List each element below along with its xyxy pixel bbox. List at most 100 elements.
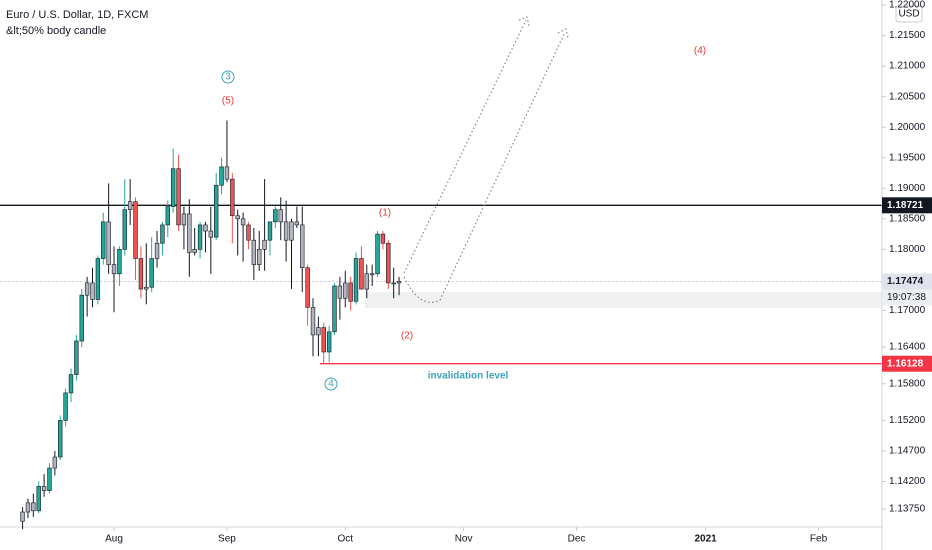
candle-body [187, 213, 192, 253]
annotation: (5) [222, 96, 234, 107]
y-tick-label: 1.20500 [889, 91, 926, 102]
candle-body [396, 281, 402, 284]
candle-body [391, 282, 396, 285]
candle-body [101, 221, 106, 259]
candle-body [273, 209, 278, 223]
y-tick-label: 1.17000 [889, 305, 926, 316]
candle-body [36, 486, 41, 512]
candle-body [181, 213, 187, 226]
candle-body [353, 258, 359, 302]
candle-body [359, 258, 364, 290]
candle-body [235, 215, 240, 220]
wave-circle [221, 70, 235, 84]
y-tick-label: 1.21000 [889, 61, 926, 72]
annotation: 4 [328, 379, 334, 390]
annotation: (2) [401, 331, 413, 342]
x-tick-label: 2021 [694, 534, 717, 545]
candle-body [197, 224, 203, 250]
candle-body [95, 258, 101, 300]
annotation: invalidation level [428, 371, 509, 382]
annotation: (4) [694, 46, 706, 57]
candle-body [267, 221, 273, 241]
candle-body [31, 502, 36, 512]
candle-body [337, 285, 343, 299]
title: Euro / U.S. Dollar, 1D, FXCM [6, 9, 148, 21]
candle-body [111, 264, 117, 275]
candle-body [20, 511, 25, 522]
candle-body [321, 327, 326, 353]
candle-body [251, 239, 257, 265]
candle-body [375, 233, 380, 275]
y-tick-label: 1.19000 [889, 183, 926, 194]
candle-body [47, 467, 52, 491]
candle-body [283, 221, 289, 241]
price-label-box [882, 273, 932, 290]
candle-body [214, 184, 219, 238]
x-tick-label: Oct [337, 534, 353, 545]
candle-body [364, 273, 369, 290]
candle-body [133, 201, 138, 259]
candle-body [144, 286, 149, 290]
candle-body [74, 340, 79, 375]
candle-body [58, 420, 63, 458]
subtitle: &lt;50% body candle [6, 25, 106, 37]
currency-box [895, 5, 923, 23]
y-tick-label: 1.15200 [889, 415, 926, 426]
x-tick-label: Dec [568, 534, 586, 545]
candle-body [316, 327, 321, 336]
candle-body [117, 249, 122, 275]
y-tick-label: 1.19500 [889, 152, 926, 163]
candle-body [122, 209, 127, 250]
x-tick-label: Feb [810, 534, 828, 545]
y-tick-label: 1.20000 [889, 122, 926, 133]
candle-body [79, 294, 84, 342]
candle-body [127, 201, 133, 210]
candle-body [343, 282, 348, 299]
countdown-box [882, 289, 932, 306]
currency: USD [898, 9, 919, 20]
candle-body [310, 307, 316, 336]
y-tick-label: 1.21500 [889, 30, 926, 41]
y-tick-label: 1.15800 [889, 378, 926, 389]
candle-body [170, 168, 176, 207]
candle-body [154, 242, 160, 259]
projection-arrows [403, 16, 569, 303]
candle-body [52, 456, 58, 469]
y-tick-label: 1.16400 [889, 342, 926, 353]
candle-body [219, 166, 224, 186]
y-tick-label: 1.14700 [889, 446, 926, 457]
candle-body [41, 486, 47, 491]
candle-body [68, 374, 74, 394]
price-label: 1.18721 [887, 200, 924, 211]
candle-body [63, 392, 68, 421]
candle-body [84, 282, 90, 296]
candle-body [106, 221, 111, 265]
candle-body [369, 273, 375, 276]
candle-body [230, 178, 235, 217]
candle-body [380, 233, 386, 244]
candle-body [240, 218, 246, 226]
candle-body [208, 230, 214, 238]
candle-body [348, 282, 353, 302]
candle-body [300, 224, 305, 268]
y-tick-label: 1.18000 [889, 244, 926, 255]
candle-body [262, 239, 267, 250]
y-tick-label: 1.13750 [889, 504, 926, 515]
y-tick-label: 1.22000 [889, 0, 926, 11]
y-tick-label: 1.14200 [889, 476, 926, 487]
annotation: (1) [379, 208, 391, 219]
x-tick-label: Sep [218, 534, 236, 545]
countdown: 19:07:38 [887, 292, 926, 303]
annotation: 3 [225, 72, 231, 83]
candle-body [160, 224, 165, 244]
candle-body [386, 242, 391, 284]
candle-body [224, 166, 230, 180]
candle-body [246, 224, 251, 241]
candle-body [138, 258, 144, 290]
price-label-box [882, 197, 932, 214]
price-label: 1.17474 [887, 276, 924, 287]
candle-body [305, 267, 310, 308]
candle-body [165, 206, 170, 226]
y-tick-label: 1.18500 [889, 213, 926, 224]
